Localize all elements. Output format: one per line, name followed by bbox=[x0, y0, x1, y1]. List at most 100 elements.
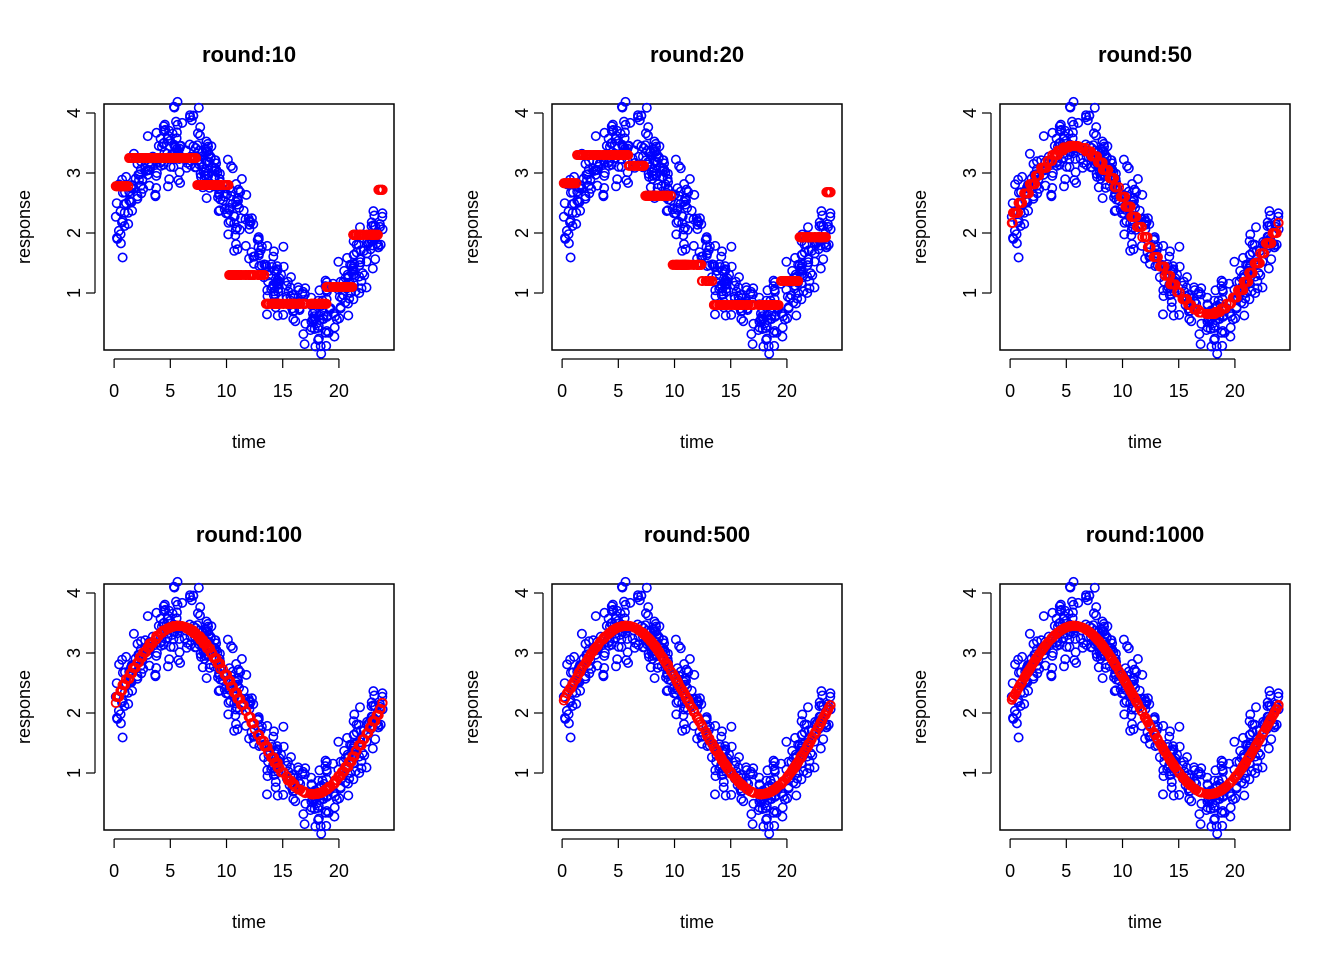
observed-point bbox=[321, 766, 332, 777]
observed-point bbox=[233, 184, 244, 195]
observed-point bbox=[625, 117, 636, 128]
observed-point bbox=[1164, 251, 1175, 262]
observed-point bbox=[683, 187, 694, 198]
observed-point bbox=[285, 752, 296, 763]
observed-point bbox=[272, 790, 283, 801]
fitted-point bbox=[697, 275, 708, 287]
fitted-point bbox=[793, 275, 804, 287]
plot-frame bbox=[103, 103, 395, 351]
fitted-point bbox=[1273, 217, 1284, 228]
observed-point bbox=[272, 741, 283, 752]
observed-point bbox=[223, 697, 234, 708]
y-tick-label: 4 bbox=[960, 588, 980, 598]
x-tick-label: 20 bbox=[329, 861, 349, 881]
observed-point bbox=[816, 206, 827, 217]
observed-point bbox=[590, 611, 601, 622]
observed-point bbox=[163, 610, 174, 621]
observed-point bbox=[797, 259, 808, 270]
observed-point bbox=[315, 341, 326, 352]
observed-point bbox=[640, 608, 651, 619]
observed-point bbox=[1019, 698, 1030, 709]
observed-point bbox=[777, 322, 788, 333]
observed-point bbox=[1217, 325, 1228, 336]
y-axis-label: response bbox=[910, 190, 930, 264]
observed-point bbox=[1017, 171, 1028, 182]
observed-point bbox=[710, 720, 721, 731]
observed-point bbox=[1251, 222, 1262, 233]
x-axis: 0 5 10 15 20 bbox=[109, 358, 349, 401]
x-axis: 0 5 10 15 20 bbox=[557, 838, 797, 881]
observed-point bbox=[246, 213, 257, 224]
observed-point bbox=[761, 800, 772, 811]
observed-point bbox=[227, 163, 238, 174]
observed-point bbox=[370, 734, 381, 745]
observed-point bbox=[1013, 732, 1024, 743]
y-axis-label: response bbox=[14, 670, 34, 744]
fitted-series bbox=[558, 149, 836, 311]
observed-point bbox=[738, 316, 749, 327]
observed-point bbox=[654, 141, 665, 152]
fitted-point bbox=[1023, 188, 1034, 199]
observed-point bbox=[220, 191, 231, 202]
observed-point bbox=[1264, 206, 1275, 217]
observed-point bbox=[684, 653, 695, 664]
fitted-point bbox=[356, 740, 367, 751]
fitted-point bbox=[321, 298, 332, 309]
observed-point bbox=[678, 719, 689, 730]
observed-point bbox=[1071, 178, 1082, 189]
x-tick-label: 5 bbox=[613, 381, 623, 401]
observed-point bbox=[805, 268, 816, 279]
fitted-point bbox=[123, 181, 134, 192]
observed-point bbox=[234, 224, 245, 235]
y-tick-label: 3 bbox=[960, 168, 980, 178]
x-tick-label: 0 bbox=[1005, 861, 1015, 881]
observed-point bbox=[233, 664, 244, 675]
observed-point bbox=[163, 661, 174, 672]
observed-point bbox=[684, 174, 695, 185]
observed-point bbox=[671, 697, 682, 708]
observed-point bbox=[349, 709, 360, 720]
observed-point bbox=[321, 325, 332, 336]
observed-point bbox=[682, 224, 693, 235]
x-tick-label: 10 bbox=[217, 861, 237, 881]
fitted-point bbox=[346, 756, 357, 767]
fitted-point bbox=[773, 299, 784, 311]
observed-point bbox=[718, 776, 729, 787]
observed-point bbox=[349, 259, 360, 270]
observed-point bbox=[563, 718, 574, 729]
fitted-series bbox=[110, 620, 388, 800]
x-tick-label: 0 bbox=[1005, 381, 1015, 401]
observed-point bbox=[680, 724, 691, 735]
observed-point bbox=[1273, 211, 1284, 222]
observed-point bbox=[211, 638, 222, 649]
observed-point bbox=[1019, 219, 1030, 230]
panel-title: round:100 bbox=[196, 522, 302, 547]
observed-point bbox=[1011, 709, 1022, 720]
observed-point bbox=[1263, 263, 1274, 274]
observed-point bbox=[1088, 128, 1099, 139]
observed-point bbox=[617, 102, 628, 113]
observed-point bbox=[599, 647, 610, 658]
observed-point bbox=[368, 206, 379, 217]
observed-point bbox=[1011, 718, 1022, 729]
observed-point bbox=[620, 119, 631, 130]
observed-point bbox=[368, 686, 379, 697]
observed-point bbox=[115, 229, 126, 240]
fitted-point bbox=[623, 149, 634, 161]
x-tick-label: 15 bbox=[273, 381, 293, 401]
fitted-point bbox=[686, 702, 697, 713]
fitted-point bbox=[820, 232, 831, 243]
y-tick-label: 3 bbox=[64, 648, 84, 658]
observed-point bbox=[565, 732, 576, 743]
observed-point bbox=[278, 741, 289, 752]
observed-point bbox=[316, 348, 327, 359]
observed-point bbox=[652, 157, 663, 168]
observed-point bbox=[563, 238, 574, 249]
observed-point bbox=[769, 805, 780, 816]
observed-point bbox=[358, 245, 369, 256]
observed-point bbox=[329, 802, 340, 813]
observed-point bbox=[1158, 240, 1169, 251]
observed-point bbox=[1017, 651, 1028, 662]
observed-point bbox=[679, 222, 690, 233]
observed-point bbox=[674, 161, 685, 172]
